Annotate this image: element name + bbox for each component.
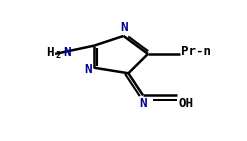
Text: N: N bbox=[120, 21, 127, 34]
Text: H: H bbox=[46, 46, 54, 59]
Text: N: N bbox=[139, 97, 147, 110]
Text: OH: OH bbox=[178, 97, 193, 110]
Text: N: N bbox=[84, 63, 92, 76]
Text: Pr-n: Pr-n bbox=[181, 45, 211, 58]
Text: 2: 2 bbox=[55, 51, 60, 60]
Text: N: N bbox=[63, 46, 71, 59]
